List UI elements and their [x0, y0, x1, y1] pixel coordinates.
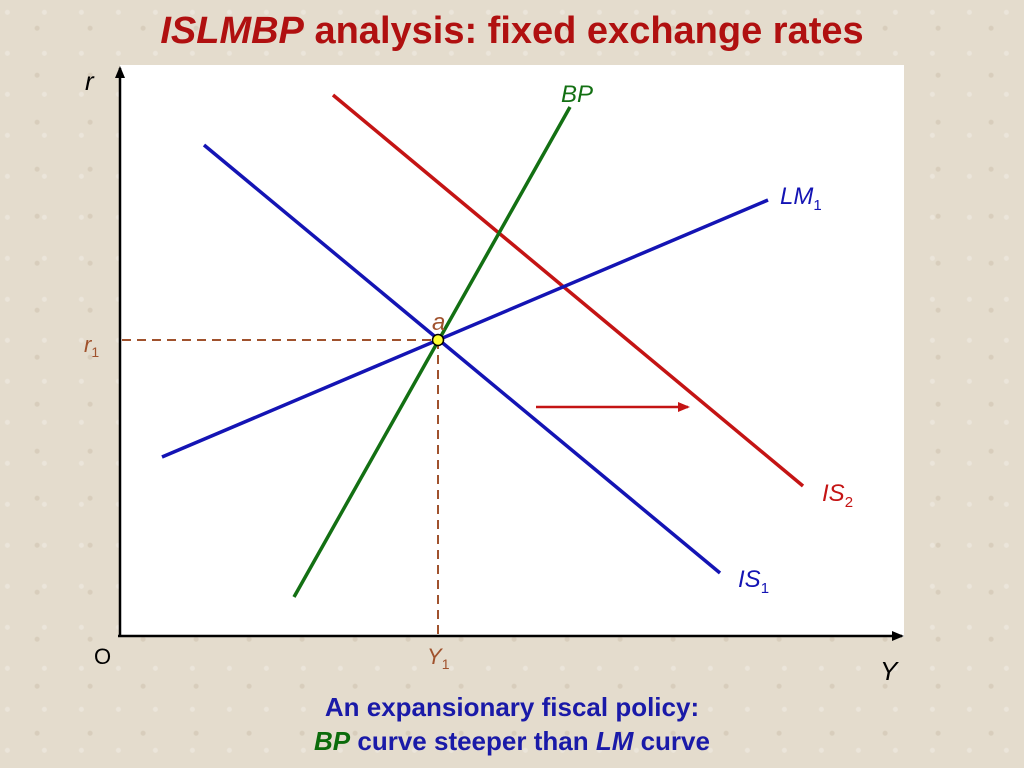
r1-label-sub: 1	[91, 344, 99, 360]
y1-label-sub: 1	[442, 656, 450, 672]
lm1-curve	[161, 198, 769, 459]
plot-area	[120, 65, 904, 637]
is2-label-main: IS	[822, 480, 845, 507]
caption-end-text: curve	[633, 726, 710, 756]
lm1-label-sub: 1	[813, 197, 821, 214]
lm1-label-main: LM	[780, 183, 813, 210]
origin-label: O	[94, 644, 111, 669]
bp-label: BP	[561, 81, 593, 108]
is1-label-sub: 1	[761, 580, 769, 597]
y1-label: Y1	[427, 644, 450, 672]
is1-curve	[202, 143, 722, 575]
caption-line-2: BP curve steeper than LM curve	[0, 724, 1024, 758]
r1-label: r1	[84, 332, 99, 360]
y1-label-main: Y	[427, 644, 443, 669]
title-rest: analysis: fixed exchange rates	[303, 10, 864, 52]
is2-label: IS2	[822, 480, 853, 511]
title-italic-part: ISLMBP	[160, 10, 304, 52]
r1-label-main: r	[84, 332, 93, 357]
point-a-label: a	[432, 309, 445, 336]
bp-curve	[292, 106, 572, 598]
slide-title: ISLMBP analysis: fixed exchange rates	[0, 10, 1024, 53]
x-axis-label: Y	[880, 656, 899, 686]
equilibrium-point-a	[431, 333, 445, 347]
is1-label-main: IS	[738, 566, 761, 593]
caption-bp-term: BP	[314, 726, 351, 756]
is2-curve	[331, 93, 805, 488]
is1-label: IS1	[738, 566, 769, 597]
caption-middle-text: curve steeper than	[350, 726, 596, 756]
lm1-label: LM1	[780, 183, 822, 214]
is2-label-sub: 2	[845, 494, 853, 511]
slide-caption: An expansionary fiscal policy: BP curve …	[0, 690, 1024, 758]
caption-lm-term: LM	[595, 726, 634, 756]
caption-line-1: An expansionary fiscal policy:	[324, 692, 700, 722]
y-axis-label: r	[85, 66, 95, 96]
